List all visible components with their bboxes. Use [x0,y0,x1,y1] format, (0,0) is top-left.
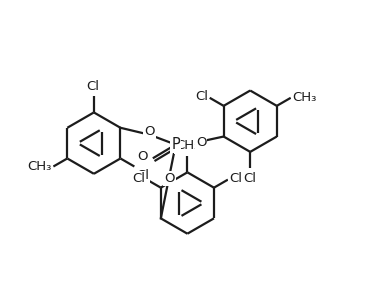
Text: P: P [171,137,180,152]
Text: Cl: Cl [86,80,99,93]
Text: O: O [144,125,155,138]
Text: O: O [196,135,206,148]
Text: CH₃: CH₃ [175,140,199,153]
Text: O: O [164,172,175,185]
Text: Cl: Cl [132,172,145,185]
Text: Cl: Cl [136,169,149,182]
Text: O: O [137,150,147,163]
Text: Cl: Cl [244,172,257,185]
Text: CH₃: CH₃ [292,91,317,104]
Text: Cl: Cl [229,172,242,185]
Text: Cl: Cl [195,90,208,103]
Text: CH₃: CH₃ [27,160,52,173]
